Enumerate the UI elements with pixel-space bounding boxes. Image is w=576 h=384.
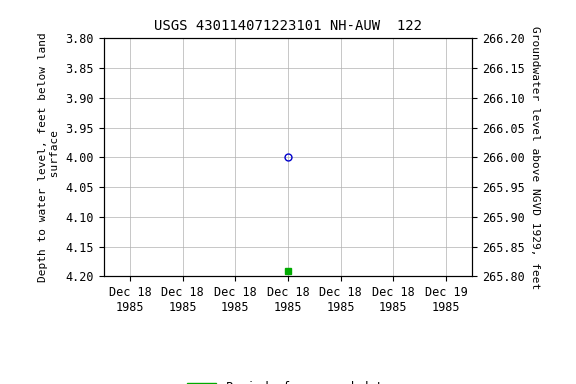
Y-axis label: Depth to water level, feet below land
 surface: Depth to water level, feet below land su… — [38, 33, 60, 282]
Legend: Period of approved data: Period of approved data — [187, 381, 389, 384]
Y-axis label: Groundwater level above NGVD 1929, feet: Groundwater level above NGVD 1929, feet — [530, 26, 540, 289]
Title: USGS 430114071223101 NH-AUW  122: USGS 430114071223101 NH-AUW 122 — [154, 19, 422, 33]
